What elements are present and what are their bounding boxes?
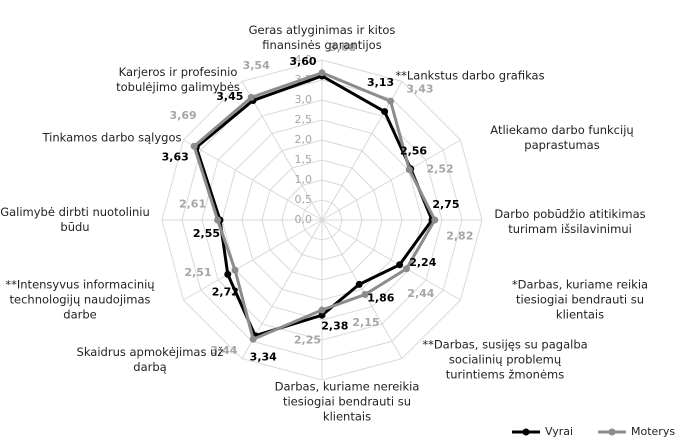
- data-point: [224, 270, 232, 278]
- category-label: **Intensyvus informacinių technologijų n…: [5, 277, 155, 322]
- data-point: [387, 97, 395, 105]
- value-label: 3,60: [289, 55, 316, 68]
- value-label: 1,86: [367, 291, 394, 304]
- data-point: [318, 311, 326, 319]
- value-label: 3,68: [329, 41, 356, 54]
- data-point: [361, 290, 369, 298]
- category-label: **Lankstus darbo grafikas: [395, 68, 545, 83]
- value-label: 2,24: [409, 256, 436, 269]
- value-label: 2,15: [352, 316, 379, 329]
- value-label: 3,54: [243, 59, 270, 72]
- value-label: 3,45: [216, 90, 243, 103]
- legend-marker: [522, 428, 530, 436]
- axis-spoke: [321, 139, 461, 221]
- data-point: [405, 166, 413, 174]
- axis-spoke: [321, 219, 403, 359]
- category-label: *Darbas, kuriame reikia tiesiogiai bendr…: [511, 277, 649, 322]
- data-point: [431, 216, 439, 224]
- category-label: Geras atlyginimas ir kitos finansinės ga…: [248, 23, 396, 52]
- r-tick-label: 4,0: [295, 53, 313, 66]
- value-label: 2,61: [179, 197, 206, 210]
- axis-spoke: [321, 81, 403, 221]
- category-label: **Darbas, susijęs su pagalba socialinių …: [422, 337, 588, 382]
- value-label: 2,82: [446, 230, 473, 243]
- category-label: Atliekamo darbo funkcijų paprastumas: [490, 123, 634, 152]
- value-label: 3,43: [406, 82, 433, 95]
- data-point: [381, 108, 389, 116]
- value-label: 2,25: [294, 333, 321, 346]
- axis-spoke: [183, 219, 323, 301]
- value-label: 2,56: [400, 144, 427, 157]
- value-label: 3,63: [162, 150, 189, 163]
- category-label: Skaidrus apmokėjimas už darbą: [76, 345, 224, 374]
- value-label: 3,34: [250, 351, 277, 364]
- category-label: Darbo pobūdžio atitikimas turimam išsila…: [494, 207, 646, 236]
- data-point: [396, 261, 404, 269]
- category-label: Galimybė dirbti nuotoliniu būdu: [0, 205, 150, 234]
- data-point: [318, 306, 326, 314]
- r-tick-label: 0,0: [295, 213, 313, 226]
- value-label: 2,51: [184, 266, 211, 279]
- axis-spoke: [321, 219, 461, 301]
- category-label: Tinkamos darbo sąlygos: [42, 130, 182, 145]
- r-tick-label: 2,5: [295, 113, 313, 126]
- axis-spoke: [241, 81, 323, 221]
- value-label: 2,72: [212, 285, 239, 298]
- data-point: [214, 216, 222, 224]
- r-tick-label: 0,5: [295, 193, 313, 206]
- data-point: [231, 266, 239, 274]
- data-point: [249, 335, 257, 343]
- r-tick-label: 2,0: [295, 133, 313, 146]
- value-label: 2,52: [427, 163, 454, 176]
- value-label: 2,38: [321, 319, 348, 332]
- value-label: 2,75: [432, 198, 459, 211]
- data-point: [403, 265, 411, 273]
- category-label: Darbas, kuriame nereikia tiesiogiai bend…: [274, 379, 420, 424]
- data-point: [318, 69, 326, 77]
- legend-label: Vyrai: [545, 425, 573, 438]
- legend-label: Moterys: [631, 425, 675, 438]
- value-label: 2,55: [193, 227, 220, 240]
- r-tick-label: 1,5: [295, 153, 313, 166]
- axis-spoke: [183, 139, 323, 221]
- value-label: 3,69: [170, 109, 197, 122]
- data-point: [247, 93, 255, 101]
- r-tick-label: 1,0: [295, 173, 313, 186]
- category-label: Karjeros ir profesinio tobulėjimo galimy…: [116, 65, 240, 94]
- data-point: [190, 142, 198, 150]
- value-label: 2,44: [407, 287, 434, 300]
- r-tick-label: 3,0: [295, 93, 313, 106]
- value-label: 3,13: [367, 76, 394, 89]
- value-label: 3,44: [210, 344, 237, 357]
- legend-marker: [608, 428, 616, 436]
- data-point: [355, 280, 363, 288]
